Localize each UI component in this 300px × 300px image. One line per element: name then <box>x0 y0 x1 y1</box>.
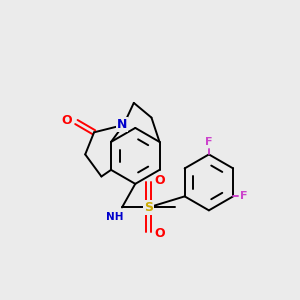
Text: F: F <box>205 137 213 147</box>
Text: O: O <box>154 227 165 240</box>
Text: O: O <box>154 174 165 188</box>
Text: S: S <box>144 201 153 214</box>
Text: N: N <box>117 118 127 131</box>
Text: O: O <box>61 114 72 127</box>
Text: F: F <box>241 191 248 201</box>
Text: NH: NH <box>106 212 123 222</box>
